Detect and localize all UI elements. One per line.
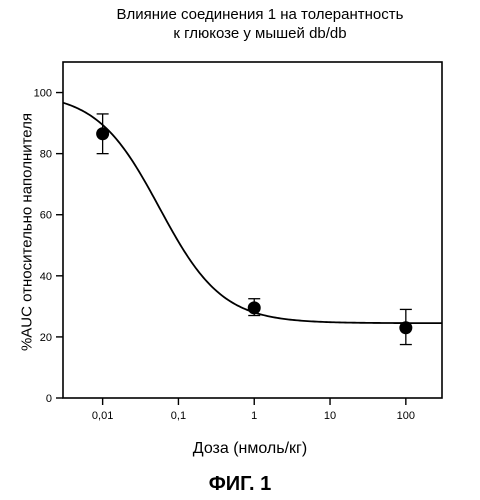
x-tick-label: 10	[324, 410, 336, 422]
y-tick-label: 60	[40, 210, 52, 222]
y-tick-label: 80	[40, 149, 52, 161]
data-point	[399, 321, 412, 334]
x-tick-label: 0,01	[92, 410, 113, 422]
x-tick-label: 1	[251, 410, 257, 422]
y-tick-label: 0	[46, 393, 52, 405]
figure-label: ФИГ. 1	[180, 473, 300, 496]
x-tick-label: 100	[397, 410, 415, 422]
data-point	[248, 301, 261, 314]
y-axis-label: %AUC относительно наполнителя	[19, 113, 36, 351]
data-point	[96, 127, 109, 140]
dose-response-chart: 0,01 0,1 1 10 100 0 20 40 60 80 100	[0, 0, 480, 440]
fit-curve	[63, 103, 442, 323]
y-tick-label: 100	[34, 88, 52, 100]
x-axis-label: Доза (нмоль/кг)	[140, 440, 360, 458]
y-tick-label: 40	[40, 271, 52, 283]
plot-frame	[63, 62, 442, 398]
x-tick-label: 0,1	[171, 410, 186, 422]
y-tick-label: 20	[40, 332, 52, 344]
